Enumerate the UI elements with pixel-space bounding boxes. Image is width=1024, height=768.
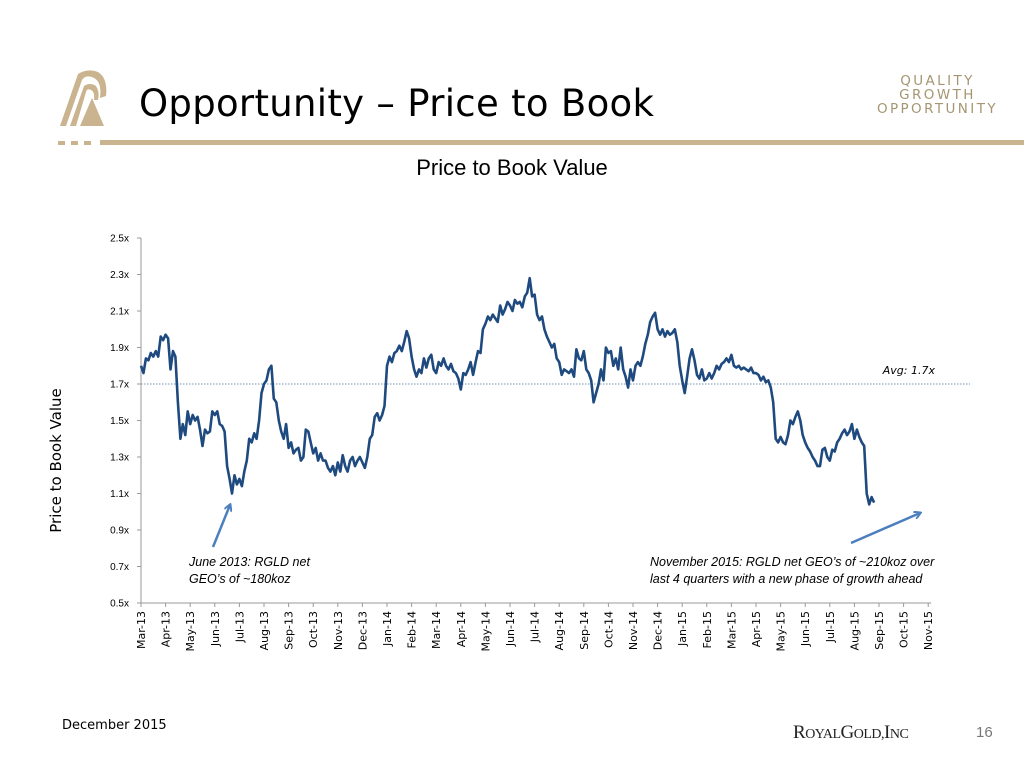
average-label: Avg: 1.7x xyxy=(882,364,936,377)
brand-part: OLD, xyxy=(853,727,885,742)
annotation-june-2013: June 2013: RGLD net GEO’s of ~180koz xyxy=(189,554,310,588)
brand-part: I xyxy=(884,722,890,743)
x-tick-label: Nov-14 xyxy=(627,611,640,650)
x-tick-label: Nov-15 xyxy=(922,611,935,650)
y-tick-label: 0.7x xyxy=(110,562,129,573)
x-tick-label: Oct-15 xyxy=(898,611,911,648)
y-tick-label: 0.5x xyxy=(110,599,129,610)
x-tick-label: Aug-13 xyxy=(258,611,271,650)
y-tick-label: 1.9x xyxy=(110,343,129,354)
header-rule-dash xyxy=(58,141,65,145)
annotation-line: November 2015: RGLD net GEO’s of ~210koz… xyxy=(650,555,935,569)
y-tick-label: 1.5x xyxy=(110,416,129,427)
y-tick-label: 2.1x xyxy=(110,307,129,318)
x-tick-label: May-15 xyxy=(775,611,788,652)
tagline-line: OPPORTUNITY xyxy=(876,101,998,117)
header-rule xyxy=(100,140,1024,145)
page-title: Opportunity – Price to Book xyxy=(139,82,655,125)
x-tick-label: Sep-14 xyxy=(578,611,591,650)
x-tick-label: Jul-15 xyxy=(824,611,837,643)
brand-part: G xyxy=(840,722,855,743)
x-tick-label: Aug-14 xyxy=(553,611,566,650)
x-tick-label: Sep-13 xyxy=(283,611,296,650)
x-tick-label: Feb-14 xyxy=(406,611,419,648)
chart-title: Price to Book Value xyxy=(416,155,608,180)
x-tick-label: Dec-14 xyxy=(652,611,665,650)
x-tick-label: Jan-15 xyxy=(676,611,689,647)
royal-gold-logo-icon xyxy=(60,70,107,126)
x-tick-label: Apr-14 xyxy=(455,611,468,647)
y-tick-label: 2.3x xyxy=(110,270,129,281)
x-tick-label: Jul-13 xyxy=(233,611,246,643)
x-tick-label: Feb-15 xyxy=(701,611,714,648)
brand-part: R xyxy=(793,722,806,743)
y-tick-label: 1.1x xyxy=(110,489,129,500)
tagline-line: QUALITY xyxy=(900,73,975,89)
tagline: QUALITY GROWTH OPPORTUNITY xyxy=(877,74,998,116)
brand-part: NC xyxy=(889,727,909,742)
footer-brand: ROYALGOLD,INC xyxy=(793,722,909,744)
x-tick-label: Aug-15 xyxy=(848,611,861,650)
header-rule-dash xyxy=(71,141,78,145)
x-tick-label: Apr-13 xyxy=(160,611,173,647)
x-tick-label: Jan-14 xyxy=(381,611,394,647)
y-tick-label: 2.5x xyxy=(110,234,129,245)
annotation-arrow-november-2015 xyxy=(850,513,920,545)
x-tick-label: Nov-13 xyxy=(332,611,345,650)
annotation-november-2015: November 2015: RGLD net GEO’s of ~210koz… xyxy=(650,554,934,588)
page-number: 16 xyxy=(976,724,993,741)
x-tick-label: Oct-13 xyxy=(307,611,320,648)
brand-part: OYAL xyxy=(805,727,841,742)
series-line xyxy=(139,276,876,506)
y-tick-label: 1.3x xyxy=(110,453,129,464)
x-tick-label: Apr-15 xyxy=(750,611,763,647)
annotation-arrow-june-2013 xyxy=(211,505,230,548)
x-tick-label: Jun-14 xyxy=(504,611,517,647)
footer-date: December 2015 xyxy=(62,718,167,733)
y-axis-label: Price to Book Value xyxy=(47,388,65,532)
x-tick-label: Jul-14 xyxy=(529,611,542,643)
x-tick-label: Dec-13 xyxy=(356,611,369,650)
tagline-line: GROWTH xyxy=(899,87,976,103)
x-tick-label: May-13 xyxy=(184,611,197,652)
header-rule-dash xyxy=(84,141,91,145)
x-tick-label: Jun-15 xyxy=(799,611,812,647)
annotation-line: June 2013: RGLD net xyxy=(189,555,310,569)
x-tick-label: Sep-15 xyxy=(873,611,886,650)
x-tick-label: Mar-15 xyxy=(725,611,738,649)
x-tick-label: Mar-14 xyxy=(430,611,443,649)
x-tick-label: Jun-13 xyxy=(209,611,222,647)
annotation-line: GEO’s of ~180koz xyxy=(189,572,291,586)
y-tick-label: 1.7x xyxy=(110,380,129,391)
x-tick-label: Oct-14 xyxy=(602,611,615,648)
y-tick-label: 0.9x xyxy=(110,526,129,537)
x-tick-label: May-14 xyxy=(479,611,492,652)
annotation-line: last 4 quarters with a new phase of grow… xyxy=(650,572,923,586)
x-tick-label: Mar-13 xyxy=(135,611,148,649)
